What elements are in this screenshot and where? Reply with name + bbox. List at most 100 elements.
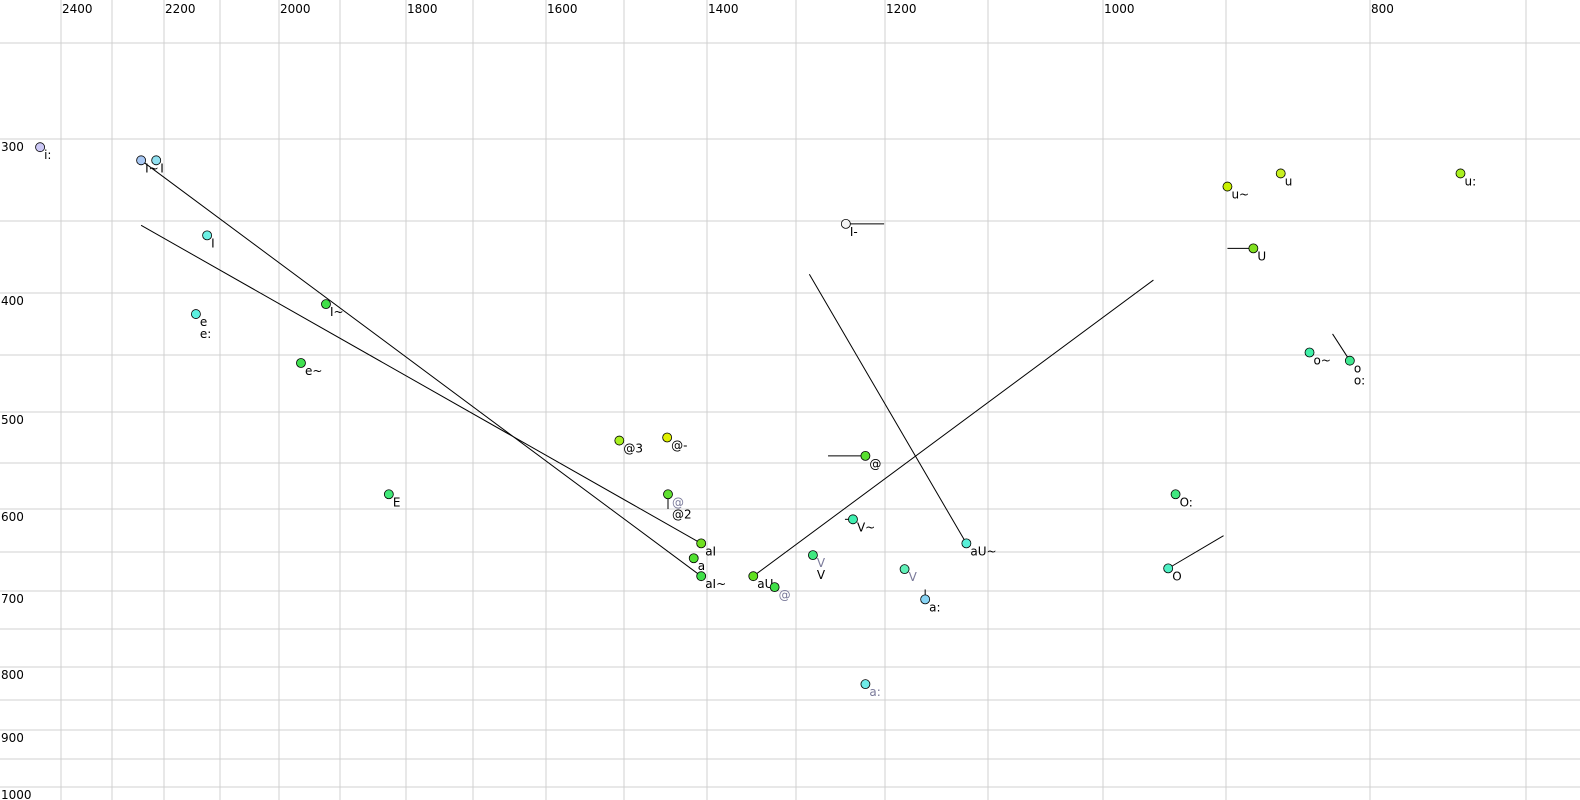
vowel-point: a:: [860, 679, 881, 699]
y-axis-ticks: 300 400 500 600 700 800 900 1000: [1, 140, 32, 800]
point-marker: [840, 218, 851, 229]
point-marker: [696, 538, 707, 549]
point-label: aI~: [705, 577, 726, 591]
trajectory-line: [808, 274, 967, 544]
point-label: O: [1172, 569, 1181, 583]
point-label: @-: [671, 439, 687, 453]
point-label: V: [909, 570, 918, 584]
x-tick-label: 1400: [708, 2, 739, 16]
point-label: @: [779, 588, 791, 602]
point-marker: [1344, 355, 1355, 366]
point-marker: [383, 489, 394, 500]
vowel-point: aU: [748, 571, 773, 591]
vowel-point: u: [1275, 168, 1293, 188]
point-marker: [1222, 181, 1233, 192]
point-marker: [860, 450, 871, 461]
point-marker: [663, 489, 673, 500]
y-tick-label: 800: [1, 668, 24, 682]
vowel-point: aU~: [961, 538, 997, 558]
point-marker: [614, 435, 625, 446]
point-marker: [848, 514, 858, 525]
point-label: aU~: [970, 544, 996, 558]
point-marker: [1455, 168, 1466, 179]
point-label: o~: [1314, 354, 1331, 368]
point-label: @3: [623, 442, 643, 456]
point-label: o: [1354, 362, 1361, 376]
vowel-point: I~: [321, 299, 344, 319]
point-marker: [860, 679, 871, 690]
x-tick-label: 1000: [1104, 2, 1135, 16]
trajectory-line: [140, 224, 702, 544]
vowel-point: e~: [296, 358, 322, 378]
point-marker: [696, 571, 707, 582]
y-tick-label: 300: [1, 140, 24, 154]
point-label: @2: [672, 507, 692, 521]
point-marker: [202, 230, 213, 241]
point-marker: [296, 358, 306, 368]
point-marker: [899, 564, 910, 575]
vowel-point: I-: [840, 218, 858, 239]
point-marker: [1248, 243, 1259, 254]
point-marker: [35, 142, 45, 153]
point-label: E: [393, 495, 401, 509]
point-marker: [748, 571, 759, 582]
vowel-point: E: [383, 489, 401, 509]
point-marker: [662, 432, 673, 443]
vowel-point: i:: [35, 142, 51, 162]
point-marker: [191, 309, 201, 319]
point-marker: [1163, 563, 1174, 574]
vowel-point: oo:: [1344, 355, 1365, 388]
y-tick-label: 500: [1, 413, 24, 427]
point-label: aI: [705, 544, 716, 558]
vowel-point: @3: [614, 435, 643, 456]
trajectory-line: [1332, 333, 1351, 361]
point-label: I-: [850, 225, 858, 239]
vowel-point: V: [899, 564, 918, 584]
point-label: V: [817, 568, 826, 582]
x-tick-label: 2400: [62, 2, 93, 16]
point-label: V: [817, 556, 826, 570]
vowel-point: O: [1163, 563, 1182, 583]
vowel-point: VV: [808, 550, 826, 582]
point-label: U: [1257, 249, 1266, 263]
point-label: @: [869, 457, 881, 471]
vowel-point: @-: [662, 432, 688, 453]
x-tick-label: 800: [1371, 2, 1394, 16]
vowel-point: O:: [1170, 489, 1193, 509]
vowel-point: u:: [1455, 168, 1476, 188]
point-label: I~: [330, 305, 344, 319]
vowel-point: U: [1248, 243, 1266, 263]
point-label: a:: [869, 685, 880, 699]
vowel-point: @: [860, 450, 881, 471]
y-tick-label: 1000: [1, 788, 32, 800]
vowel-point: aI: [696, 538, 716, 558]
x-tick-label: 2200: [165, 2, 196, 16]
point-label: u: [1285, 174, 1293, 188]
y-tick-label: 900: [1, 731, 24, 745]
point-marker: [1170, 489, 1181, 500]
point-label: e~: [305, 364, 322, 378]
vowel-point: aI~: [696, 571, 726, 591]
point-marker: [1304, 347, 1315, 358]
point-marker: [961, 538, 972, 549]
point-label: o:: [1354, 374, 1365, 388]
point-marker: [920, 594, 931, 605]
x-tick-label: 2000: [280, 2, 311, 16]
x-tick-label: 1800: [407, 2, 438, 16]
point-marker: [136, 155, 147, 166]
y-tick-label: 400: [1, 294, 24, 308]
point-label: a:: [929, 600, 940, 614]
point-label: a: [698, 559, 705, 573]
point-label: e:: [200, 327, 211, 341]
point-label: I: [160, 161, 164, 175]
x-axis-ticks: 2400 2200 2000 1800 1600 1400 1200 1000 800: [62, 2, 1394, 16]
vowel-point: a: [688, 553, 705, 573]
x-tick-label: 1200: [886, 2, 917, 16]
point-label: I: [211, 236, 215, 250]
point-label: V~: [857, 520, 875, 534]
vowel-point: o~: [1304, 347, 1331, 368]
point-marker: [769, 582, 780, 592]
y-tick-label: 600: [1, 510, 24, 524]
trajectory-line: [752, 279, 1154, 577]
